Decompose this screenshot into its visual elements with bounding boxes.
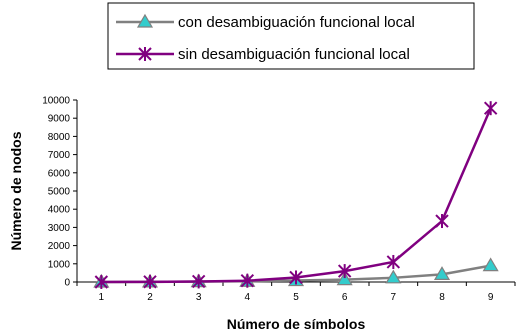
series-line-2 (101, 107, 492, 284)
y-tick-label: 9000 (48, 114, 71, 125)
x-tick-label: 3 (196, 292, 202, 303)
data-point-asterisk (143, 274, 157, 289)
y-tick-label: 4000 (48, 205, 71, 216)
y-tick-label: 5000 (48, 187, 71, 198)
legend: con desambiguación funcional local sin d… (107, 2, 475, 70)
y-tick-label: 1000 (48, 259, 71, 270)
series-layer (93, 101, 499, 289)
data-point-triangle (336, 271, 353, 286)
x-tick-label: 2 (147, 292, 153, 303)
legend-entry-series-2: sin desambiguación funcional local (116, 46, 410, 63)
y-tick-label: 6000 (48, 168, 71, 179)
data-point-triangle (433, 266, 451, 280)
x-tick-label: 4 (245, 292, 251, 303)
y-tick-label: 2000 (48, 241, 71, 252)
data-point-asterisk (94, 274, 109, 289)
x-axis-ticks: 1 2 3 4 5 6 7 8 9 (76, 282, 516, 303)
y-axis-ticks: 0 1000 2000 3000 4000 5000 6000 7000 8000 9000 100… (42, 96, 77, 289)
data-point-asterisk (240, 273, 255, 288)
legend-entry-series-1: con desambiguación funcional local (116, 13, 415, 31)
data-point-asterisk (483, 101, 498, 116)
legend-label-series-2: sin desambiguación funcional local (178, 46, 410, 63)
x-tick-label: 5 (293, 292, 299, 303)
data-point-asterisk (337, 264, 352, 279)
y-tick-label: 3000 (48, 223, 71, 234)
x-tick-label: 9 (488, 292, 494, 303)
y-axis-title: Número de nodos (8, 131, 24, 250)
data-point-triangle (482, 257, 499, 272)
data-point-asterisk (289, 270, 303, 285)
x-axis-title: Número de símbolos (227, 316, 366, 332)
data-point-asterisk (435, 214, 449, 229)
x-tick-label: 6 (342, 292, 348, 303)
legend-label-series-1: con desambiguación funcional local (178, 14, 415, 31)
data-point-asterisk (191, 274, 206, 289)
y-tick-label: 0 (64, 278, 70, 289)
series-2 (94, 101, 498, 289)
y-tick-label: 7000 (48, 150, 71, 161)
x-tick-label: 8 (439, 292, 445, 303)
y-tick-label: 10000 (42, 96, 70, 107)
legend-asterisk-marker (138, 47, 152, 61)
y-tick-label: 8000 (48, 132, 71, 143)
x-tick-label: 7 (391, 292, 397, 303)
x-tick-label: 1 (99, 292, 105, 303)
data-point-asterisk (386, 254, 401, 269)
legend-box (107, 2, 475, 70)
data-point-triangle (385, 269, 402, 284)
legend-triangle-marker (136, 13, 154, 28)
